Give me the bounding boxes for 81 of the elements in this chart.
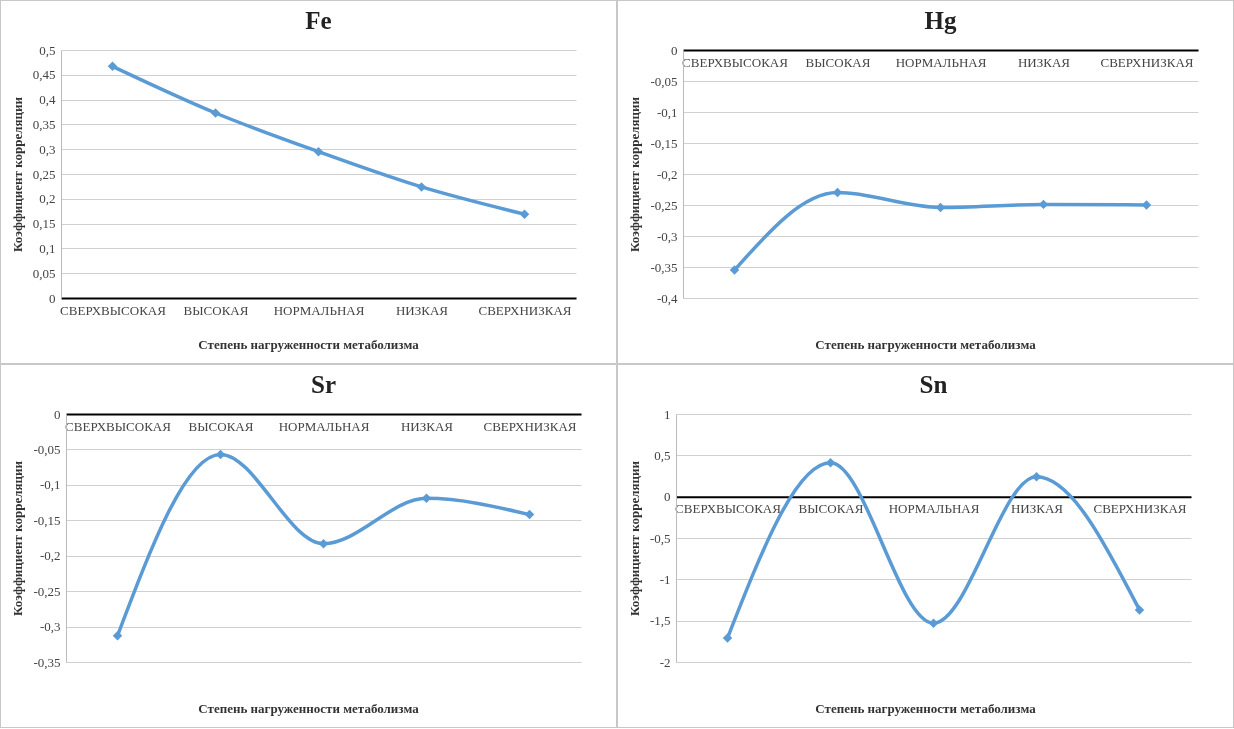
y-axis-title: Коэффициент корреляции [10,460,26,617]
point [210,108,221,118]
x-tick-label: НИЗКАЯ [400,418,454,434]
x-tick-label: НИЗКАЯ [395,302,449,318]
x-tick-label: НОРМАЛЬНАЯ [278,418,370,434]
y-tick-label: 0 [671,42,678,58]
x-axis-title: Степень нагруженности метаболизма [197,337,420,353]
point [107,61,118,72]
point [722,633,733,643]
point [1134,605,1145,615]
x-axis-title: Степень нагруженности метаболизма [814,701,1037,717]
chart-title: Sn [919,371,948,398]
y-tick-label: 0,5 [39,42,56,58]
y-tick-label: 0,2 [39,191,56,207]
point [729,265,740,275]
x-tick-label: НИЗКАЯ [1017,54,1071,70]
x-tick-label: ВЫСОКАЯ [798,501,864,517]
chart-title: Fe [305,7,332,34]
y-tick-label: 0,4 [39,92,56,108]
y-tick-label: -0,15 [33,512,61,528]
y-tick-label: 0,05 [32,265,56,281]
x-tick-label: СВЕРХНИЗКАЯ [1093,501,1187,517]
y-tick-label: 0 [54,406,61,422]
x-tick-label: НОРМАЛЬНАЯ [895,54,987,70]
y-tick-label: 0,15 [32,216,56,232]
y-tick-label: -0,1 [39,477,61,493]
chart-title: Hg [924,7,957,34]
y-tick-label: -0,5 [649,530,671,546]
y-tick-label: -0,15 [650,135,678,151]
y-tick-label: 0,45 [32,67,56,83]
y-tick-label: -0,3 [656,228,678,244]
y-tick-label: -1 [659,571,671,587]
chart-title: Sr [311,371,336,398]
point [519,209,530,219]
y-tick-label: 0 [664,489,671,505]
x-tick-label: ВЫСОКАЯ [805,54,871,70]
x-tick-label: СВЕРХВЫСОКАЯ [65,418,172,434]
point [1031,472,1042,482]
y-tick-label: -0,25 [33,583,61,599]
y-tick-label: -0,2 [656,166,678,182]
point [112,631,123,641]
x-tick-label: СВЕРХНИЗКАЯ [1100,54,1194,70]
x-tick-label: СВЕРХВЫСОКАЯ [675,501,782,517]
x-tick-label: СВЕРХВЫСОКАЯ [60,302,167,318]
point [928,618,939,628]
x-tick-label: НИЗКАЯ [1010,501,1064,517]
point [416,182,427,192]
x-tick-label: ВЫСОКАЯ [188,418,254,434]
x-tick-label: СВЕРХНИЗКАЯ [483,418,577,434]
y-tick-label: 0 [49,290,56,306]
y-tick-label: 0,3 [39,141,56,157]
y-tick-label: -2 [659,654,671,670]
y-tick-label: 0,5 [654,447,671,463]
y-tick-label: -0,35 [650,259,678,275]
x-tick-label: СВЕРХВЫСОКАЯ [682,54,789,70]
x-axis-title: Степень нагруженности метаболизма [814,337,1037,353]
point [313,146,324,157]
x-tick-label: НОРМАЛЬНАЯ [273,302,365,318]
y-axis-title: Коэффициент корреляции [9,96,25,253]
point [524,509,535,520]
y-axis-title: Коэффициент корреляции [626,460,642,617]
y-tick-label: 0,25 [32,166,56,182]
y-axis-title: Коэффициент корреляции [627,96,643,253]
y-tick-label: -0,4 [656,290,678,306]
x-tick-label: СВЕРХНИЗКАЯ [478,302,572,318]
x-tick-label: НОРМАЛЬНАЯ [888,501,980,517]
y-tick-label: -0,05 [650,73,678,89]
point [215,449,226,460]
y-tick-label: 0,35 [32,116,56,132]
y-tick-label: -0,2 [39,548,61,564]
x-tick-label: ВЫСОКАЯ [183,302,249,318]
y-tick-label: -0,35 [33,654,61,670]
y-tick-label: 1 [664,406,671,422]
y-tick-label: -0,3 [39,619,61,635]
y-tick-label: -0,25 [650,197,678,213]
y-tick-label: -1,5 [649,613,671,629]
x-axis-title: Степень нагруженности метаболизма [197,701,420,717]
y-tick-label: -0,05 [33,441,61,457]
point [825,458,836,468]
y-tick-label: -0,1 [656,104,678,120]
y-tick-label: 0,1 [39,240,56,256]
